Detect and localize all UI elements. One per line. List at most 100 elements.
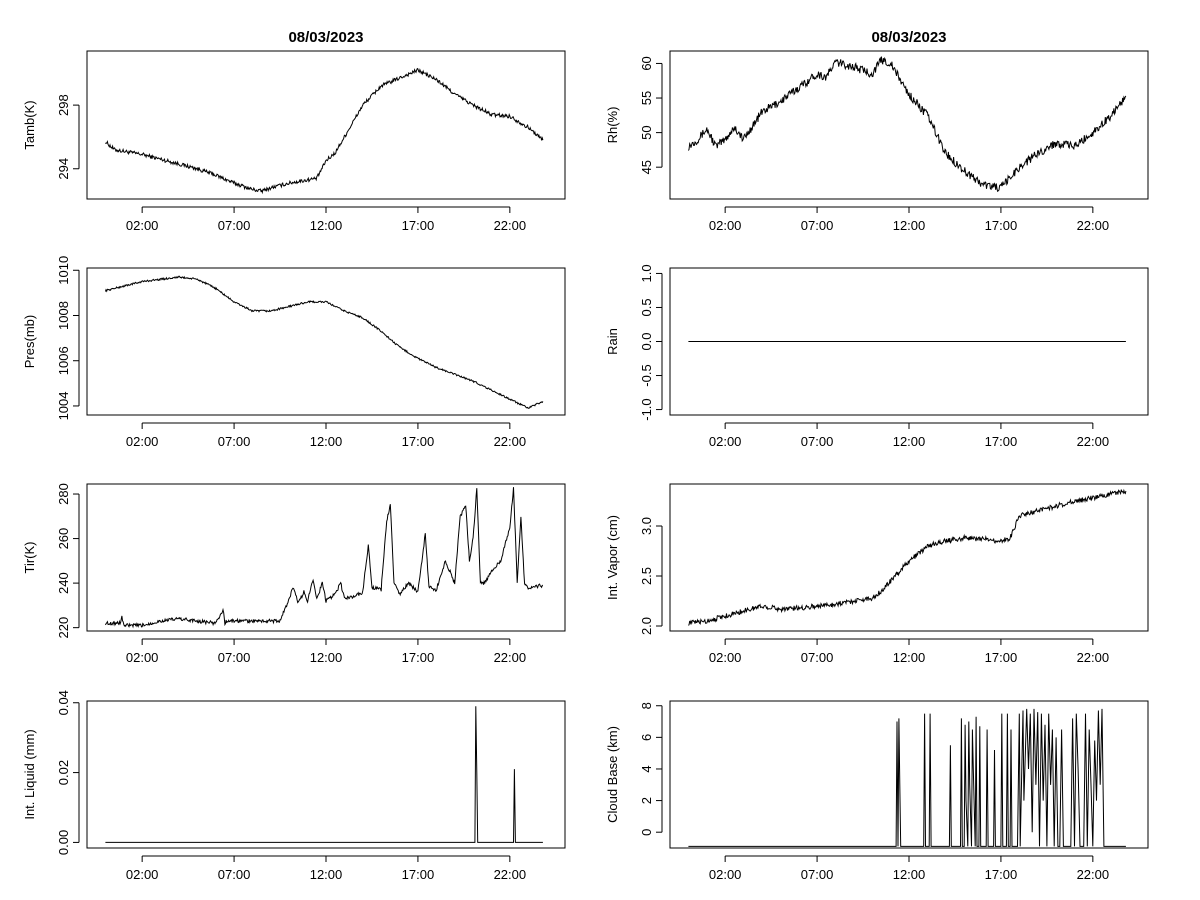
panel-tamb-k: 08/03/2023 02:00 07:00 12:00 17:00 22:00 294 29… <box>22 29 566 233</box>
panel-cloud-base-km: 02:00 07:00 12:00 17:00 22:00 0 2 4 6 8 Cloud Base… <box>605 700 1149 882</box>
x-tick-label: 02:00 <box>126 650 159 665</box>
x-tick-label: 22:00 <box>494 650 527 665</box>
y-tick-label: -1.0 <box>639 398 654 420</box>
plot-frame <box>669 483 1149 632</box>
y-tick-label: 220 <box>56 617 71 639</box>
y-axis-label: Tir(K) <box>22 541 37 573</box>
y-tick-label: 0.0 <box>639 332 654 350</box>
panel-pres-mb: 02:00 07:00 12:00 17:00 22:00 1004 1006 1008 101… <box>22 256 566 449</box>
x-tick-label: 12:00 <box>893 434 926 449</box>
x-tick-label: 17:00 <box>985 867 1018 882</box>
plot-frame <box>669 50 1149 200</box>
y-tick-label: 2.0 <box>639 617 654 635</box>
x-tick-label: 12:00 <box>310 867 343 882</box>
x-tick-label: 12:00 <box>893 650 926 665</box>
x-tick-label: 02:00 <box>126 434 159 449</box>
x-tick-label: 17:00 <box>985 434 1018 449</box>
x-tick-label: 22:00 <box>1077 218 1110 233</box>
y-axis-label: Cloud Base (km) <box>605 726 620 823</box>
y-tick-label: 55 <box>639 91 654 105</box>
y-axis-label: Tamb(K) <box>22 100 37 149</box>
y-axis-label: Rain <box>605 328 620 355</box>
panel-rain: 02:00 07:00 12:00 17:00 22:00 -1.0 -0.5 0.0 0.5 1… <box>605 264 1149 449</box>
x-tick-label: 07:00 <box>801 867 834 882</box>
x-tick-label: 07:00 <box>801 434 834 449</box>
x-tick-label: 07:00 <box>801 218 834 233</box>
y-tick-label: -0.5 <box>639 364 654 386</box>
x-tick-label: 07:00 <box>218 650 251 665</box>
y-tick-label: 1.0 <box>639 264 654 282</box>
y-tick-label: 280 <box>56 483 71 505</box>
x-tick-label: 07:00 <box>218 218 251 233</box>
y-axis-label: Int. Vapor (cm) <box>605 515 620 600</box>
x-tick-label: 12:00 <box>893 218 926 233</box>
y-tick-label: 0 <box>639 829 654 836</box>
x-tick-label: 17:00 <box>402 867 435 882</box>
y-tick-label: 0.04 <box>56 690 71 715</box>
x-tick-label: 07:00 <box>218 434 251 449</box>
x-tick-label: 17:00 <box>985 218 1018 233</box>
x-tick-label: 02:00 <box>709 867 742 882</box>
series-line-tamb-k <box>105 67 544 195</box>
y-tick-label: 1008 <box>56 301 71 330</box>
y-tick-label: 45 <box>639 160 654 174</box>
y-tick-label: 240 <box>56 572 71 594</box>
chart-title: 08/03/2023 <box>288 29 363 46</box>
y-tick-label: 8 <box>639 702 654 709</box>
y-tick-label: 60 <box>639 56 654 70</box>
panel-rh: 08/03/2023 02:00 07:00 12:00 17:00 22:00 45 50 5… <box>605 29 1149 233</box>
x-tick-label: 02:00 <box>709 434 742 449</box>
series-line-cloud-base-km <box>688 708 1126 847</box>
plot-frame <box>669 267 1149 416</box>
x-tick-label: 17:00 <box>402 650 435 665</box>
series-line-tir-k <box>104 487 543 629</box>
x-tick-label: 22:00 <box>494 434 527 449</box>
y-tick-label: 294 <box>56 158 71 180</box>
plot-frame <box>86 267 566 416</box>
x-tick-label: 02:00 <box>126 218 159 233</box>
plot-frame <box>86 483 566 632</box>
x-tick-label: 22:00 <box>1077 867 1110 882</box>
y-tick-label: 2 <box>639 797 654 804</box>
panel-int-vapor-cm: 02:00 07:00 12:00 17:00 22:00 2.0 2.5 3.0 Int. V… <box>605 483 1149 665</box>
x-tick-label: 22:00 <box>1077 434 1110 449</box>
y-axis-label: Int. Liquid (mm) <box>22 729 37 819</box>
x-tick-label: 02:00 <box>126 867 159 882</box>
x-tick-label: 02:00 <box>709 650 742 665</box>
plot-frame <box>669 700 1149 849</box>
y-tick-label: 4 <box>639 765 654 772</box>
y-tick-label: 6 <box>639 734 654 741</box>
y-tick-label: 2.5 <box>639 567 654 585</box>
y-tick-label: 0.5 <box>639 298 654 316</box>
plot-frame <box>86 700 566 849</box>
panel-tir-k: 02:00 07:00 12:00 17:00 22:00 220 240 260 280 Tir… <box>22 483 566 665</box>
y-tick-label: 1010 <box>56 256 71 285</box>
x-tick-label: 17:00 <box>985 650 1018 665</box>
x-tick-label: 17:00 <box>402 218 435 233</box>
x-tick-label: 22:00 <box>494 867 527 882</box>
chart-title: 08/03/2023 <box>871 29 946 46</box>
x-tick-label: 07:00 <box>801 650 834 665</box>
x-tick-label: 07:00 <box>218 867 251 882</box>
y-tick-label: 260 <box>56 528 71 550</box>
x-tick-label: 22:00 <box>494 218 527 233</box>
x-tick-label: 12:00 <box>310 650 343 665</box>
y-tick-label: 1006 <box>56 346 71 375</box>
x-tick-label: 02:00 <box>709 218 742 233</box>
x-tick-label: 12:00 <box>310 218 343 233</box>
x-tick-label: 12:00 <box>310 434 343 449</box>
y-axis-label: Pres(mb) <box>22 315 37 368</box>
series-line-int-vapor-cm <box>688 488 1127 626</box>
y-tick-label: 0.00 <box>56 830 71 855</box>
y-tick-label: 50 <box>639 125 654 139</box>
x-tick-label: 12:00 <box>893 867 926 882</box>
y-tick-label: 1004 <box>56 391 71 420</box>
y-tick-label: 0.02 <box>56 760 71 785</box>
x-tick-label: 17:00 <box>402 434 435 449</box>
series-line-pres-mb <box>104 275 544 410</box>
x-tick-label: 22:00 <box>1077 650 1110 665</box>
y-tick-label: 3.0 <box>639 517 654 535</box>
plot-frame <box>86 50 566 200</box>
series-line-int-liquid-mm <box>105 706 543 843</box>
